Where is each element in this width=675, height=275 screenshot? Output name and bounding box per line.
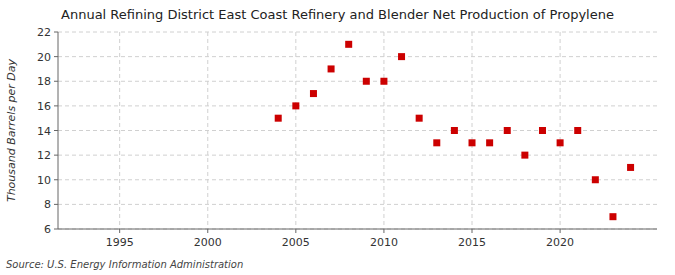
y-tick-label: 18	[37, 75, 51, 88]
x-tick-label: 2015	[458, 236, 486, 249]
point	[486, 139, 493, 146]
y-tick	[54, 56, 58, 57]
y-tick-label: 6	[44, 223, 51, 236]
y-tick-label: 8	[44, 198, 51, 211]
y-grid-line	[58, 32, 657, 33]
x-grid-line	[119, 32, 120, 229]
point	[310, 90, 317, 97]
point	[345, 41, 352, 48]
x-tick-label: 1995	[106, 236, 134, 249]
title: Annual Refining District East Coast Refi…	[61, 7, 614, 22]
point	[433, 139, 440, 146]
point	[469, 139, 476, 146]
point	[609, 213, 616, 220]
y-tick	[54, 130, 58, 131]
point	[275, 115, 282, 122]
x-tick-label: 2005	[282, 236, 310, 249]
point	[574, 127, 581, 134]
point	[328, 65, 335, 72]
chart-container: 1995 2000 2005 2010 2015 2020 6 8 10 12 14 16 18 20 22…	[0, 0, 675, 275]
point	[504, 127, 511, 134]
point	[363, 78, 370, 85]
point	[557, 139, 564, 146]
x-tick-label: 2020	[546, 236, 574, 249]
y-tick	[54, 179, 58, 180]
y-tick-label: 10	[37, 174, 51, 187]
y-tick	[54, 155, 58, 156]
point	[539, 127, 546, 134]
x-axis-line	[58, 229, 657, 230]
point	[592, 176, 599, 183]
y-axis-line	[58, 32, 59, 229]
x-tick	[295, 229, 296, 233]
x-tick	[119, 229, 120, 233]
axes: 1995 2000 2005 2010 2015 2020 6 8 10 12 14 16 18 20 22	[37, 26, 657, 249]
y-grid-line	[58, 105, 657, 106]
source-annotation: Source: U.S. Energy Information Administ…	[6, 259, 243, 270]
grid	[58, 32, 657, 229]
point	[416, 115, 423, 122]
x-tick	[207, 229, 208, 233]
x-tick	[383, 229, 384, 233]
x-tick	[560, 229, 561, 233]
y-tick	[54, 229, 58, 230]
x-tick-label: 2000	[194, 236, 222, 249]
points	[275, 41, 634, 220]
point	[398, 53, 405, 60]
point	[380, 78, 387, 85]
page: {"chart_data": {"type": "scatter", "titl…	[0, 0, 675, 275]
y-grid-line	[58, 204, 657, 205]
y-grid-line	[58, 130, 657, 131]
y-tick	[54, 204, 58, 205]
y-tick	[54, 105, 58, 106]
y-grid-line	[58, 229, 657, 230]
y-grid-line	[58, 56, 657, 57]
y-tick-label: 14	[37, 125, 51, 138]
y-tick-label: 20	[37, 51, 51, 64]
y-tick-label: 12	[37, 149, 51, 162]
y-tick-label: 16	[37, 100, 51, 113]
chart-svg: 1995 2000 2005 2010 2015 2020 6 8 10 12 14 16 18 20 22…	[0, 0, 675, 275]
y-grid-line	[58, 155, 657, 156]
point	[521, 152, 528, 159]
y-axis-label: Thousand Barrels per Day	[5, 58, 18, 202]
y-grid-line	[58, 179, 657, 180]
y-tick-label: 22	[37, 26, 51, 39]
point	[451, 127, 458, 134]
point	[292, 102, 299, 109]
x-tick-label: 2010	[370, 236, 398, 249]
y-tick	[54, 81, 58, 82]
y-grid-line	[58, 81, 657, 82]
point	[627, 164, 634, 171]
x-grid-line	[560, 32, 561, 229]
x-tick	[472, 229, 473, 233]
y-tick	[54, 32, 58, 33]
